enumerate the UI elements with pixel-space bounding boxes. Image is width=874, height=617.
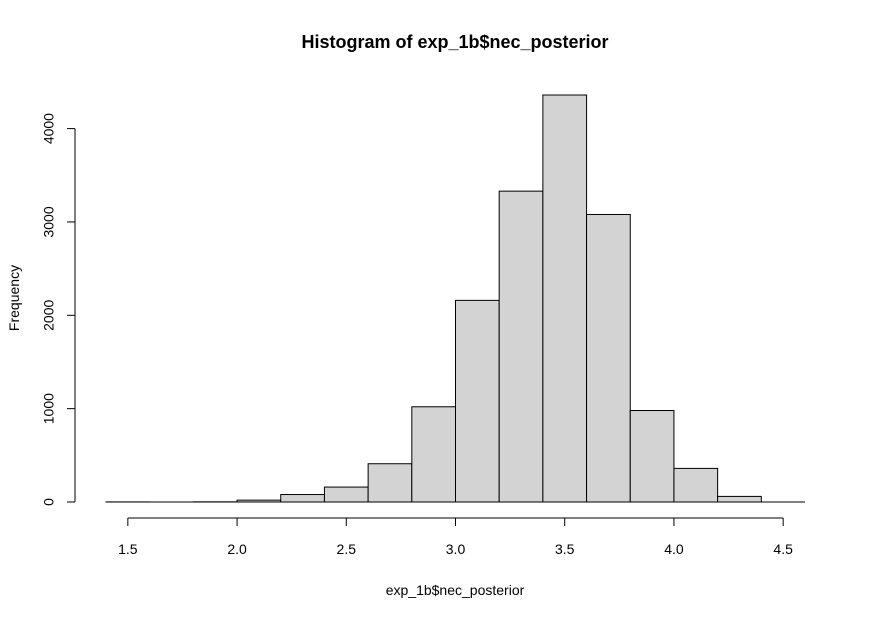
y-axis: 0 1000 2000 3000 4000 — [41, 113, 76, 506]
y-tick-label: 1000 — [41, 393, 57, 424]
x-tick-label: 3.0 — [446, 541, 466, 557]
y-tick-label: 2000 — [41, 300, 57, 331]
histogram-bar — [717, 495, 762, 503]
x-tick-label: 4.5 — [773, 541, 793, 557]
x-axis-title: exp_1b$nec_posterior — [386, 582, 525, 598]
y-tick-label: 0 — [41, 498, 57, 506]
x-tick-label: 2.5 — [337, 541, 357, 557]
histogram-bar — [280, 494, 325, 503]
histogram-bar — [498, 190, 544, 503]
histogram-bar — [673, 467, 719, 503]
histogram-bar — [411, 406, 456, 503]
x-tick-label: 4.0 — [664, 541, 684, 557]
histogram-bar — [629, 410, 675, 503]
x-tick-label: 3.5 — [555, 541, 575, 557]
histogram-bar — [323, 486, 369, 503]
histogram-bar — [455, 299, 500, 503]
histogram-bar — [367, 463, 413, 503]
y-tick-label: 3000 — [41, 206, 57, 237]
y-tick-label: 4000 — [41, 113, 57, 144]
chart-title: Histogram of exp_1b$nec_posterior — [301, 32, 608, 52]
histogram-bar — [542, 94, 588, 503]
bars-group — [105, 94, 762, 503]
histogram-bar — [586, 213, 631, 503]
x-tick-label: 2.0 — [227, 541, 247, 557]
y-axis-title: Frequency — [6, 265, 22, 331]
x-tick-label: 1.5 — [118, 541, 138, 557]
x-axis: 1.5 2.0 2.5 3.0 3.5 4.0 4.5 — [118, 517, 793, 557]
